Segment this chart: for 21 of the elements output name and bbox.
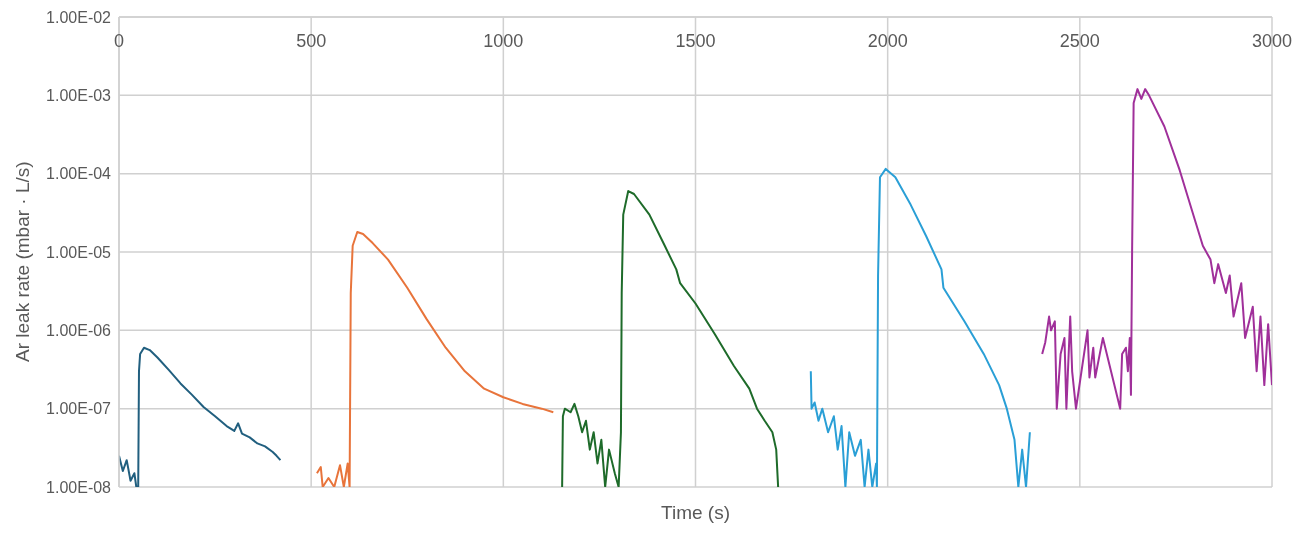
y-tick-label: 1.00E-02 (46, 8, 112, 26)
line-series (1041, 88, 1272, 410)
line-series (119, 346, 282, 487)
x-tick-label: 500 (296, 31, 327, 51)
y-tick-label: 1.00E-03 (46, 87, 112, 105)
y-tick-label: 1.00E-07 (46, 400, 112, 418)
x-tick-label: 0 (113, 31, 125, 51)
y-tick-label: 1.00E-04 (46, 165, 112, 183)
line-series (809, 167, 1031, 487)
x-tick-label: 2000 (867, 31, 908, 51)
x-tick-label: 1000 (483, 31, 524, 51)
y-tick-label: 1.00E-06 (46, 322, 112, 340)
y-tick-label: 1.00E-05 (46, 243, 112, 261)
x-tick-label: 1500 (675, 31, 716, 51)
x-tick-label: 3000 (1251, 31, 1293, 51)
line-series (315, 231, 555, 487)
x-axis-title: Time (s) (660, 502, 731, 524)
y-tick-label: 1.00E-08 (46, 478, 112, 496)
y-axis-title: Ar leak rate (mbar · L/s) (11, 161, 33, 362)
line-series (561, 190, 780, 487)
x-tick-label: 2500 (1059, 31, 1100, 51)
